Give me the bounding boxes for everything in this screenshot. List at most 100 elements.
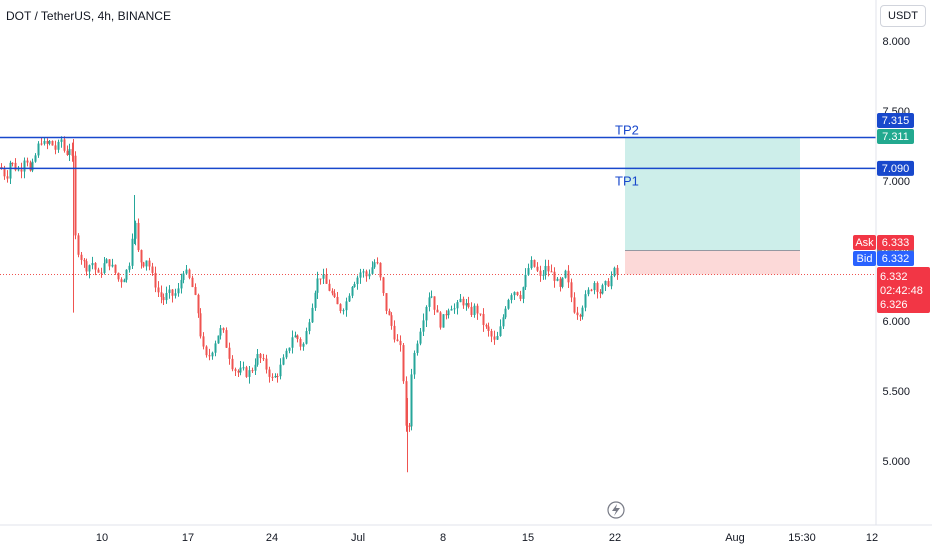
candle-body [476, 305, 479, 314]
stop-zone [625, 250, 800, 275]
price-label-bg [877, 251, 914, 266]
last-price-label: 6.332 02:42:48 6.326 [877, 267, 930, 313]
candle-body [237, 370, 240, 373]
candle-body [142, 262, 145, 267]
time-axis[interactable]: 10 17 24 Jul 8 15 22 Aug 15:30 12 [0, 524, 932, 544]
candle-body [20, 169, 23, 172]
candle-body [339, 304, 342, 311]
candle-body [188, 269, 191, 278]
last-price-bg [877, 267, 930, 313]
candle-body [48, 140, 51, 144]
candle-body [131, 238, 134, 266]
candle-body [254, 364, 257, 371]
level-lines: TP2 TP1 [0, 122, 876, 188]
candle-body [80, 254, 83, 260]
candle-body [14, 162, 17, 171]
candle-body [97, 269, 100, 273]
price-tag-bg [853, 251, 876, 266]
candle-body [502, 317, 505, 327]
candle-body [111, 264, 114, 267]
candle-body [371, 267, 374, 274]
candle-body [450, 309, 453, 311]
tp1-label: TP1 [615, 173, 639, 188]
y-tick-label: 8.000 [882, 36, 910, 48]
currency-button[interactable]: USDT [880, 5, 926, 27]
candle-body [319, 278, 322, 280]
candle-body [174, 293, 177, 296]
candle-body [276, 375, 279, 377]
candle-body [547, 265, 550, 272]
x-tick-label: 10 [96, 532, 108, 544]
candle-body [581, 307, 584, 317]
lightning-glyph [612, 504, 620, 516]
candle-body [422, 320, 425, 332]
candle-body [470, 306, 473, 315]
replay-icon[interactable] [607, 501, 625, 519]
candle-body [510, 295, 513, 300]
candle-body [462, 298, 465, 306]
candle-body [29, 162, 32, 171]
candle-body [128, 265, 131, 270]
y-tick-label: 5.500 [882, 386, 910, 398]
candle-body [314, 292, 317, 308]
candle-body [453, 308, 456, 310]
price-label-bg [877, 235, 914, 250]
candle-body [348, 295, 351, 302]
candle-body [125, 269, 128, 280]
candle-body [256, 353, 259, 365]
symbol-title[interactable]: DOT / TetherUS, 4h, BINANCE [6, 9, 171, 23]
candle-body [447, 310, 450, 316]
price-label-bg [877, 160, 914, 176]
candle-body [279, 364, 282, 377]
candle-body [322, 274, 325, 279]
candle-body [331, 290, 334, 294]
candle-body [445, 314, 448, 316]
candle-body [465, 303, 468, 306]
candle-body [607, 281, 610, 287]
price-label-text: 7.090 [882, 163, 910, 175]
candle-body [559, 278, 562, 287]
candle-body [385, 293, 388, 311]
candle-body [168, 289, 171, 293]
candle-body [527, 268, 530, 275]
last-price-low: 6.326 [880, 299, 908, 311]
candles [0, 136, 619, 473]
candle-body [516, 292, 519, 295]
x-tick-label: Jul [351, 532, 365, 544]
price-tag-text: Bid [857, 253, 873, 265]
candle-body [251, 370, 254, 372]
candle-body [519, 294, 522, 299]
candle-body [550, 271, 553, 273]
candle-body [504, 308, 507, 318]
candle-body [402, 345, 405, 382]
candle-body [556, 278, 559, 281]
candle-body [23, 160, 26, 172]
price-tag-text: Ask [855, 237, 874, 249]
candle-body [499, 326, 502, 336]
candle-body [68, 149, 71, 155]
candle-body [214, 343, 217, 353]
candle-body [148, 260, 151, 267]
candle-body [399, 340, 402, 346]
candle-body [362, 271, 365, 273]
candle-body [151, 266, 154, 273]
candle-body [208, 355, 211, 357]
candle-body [105, 259, 108, 264]
candle-body [379, 262, 382, 278]
price-tag-bg [853, 235, 876, 250]
candle-body [342, 310, 345, 312]
tp2-label: TP2 [615, 122, 639, 137]
candle-body [356, 277, 359, 285]
candle-body [31, 161, 34, 171]
candle-body [345, 301, 348, 311]
candle-body [165, 292, 168, 301]
candle-body [231, 358, 234, 370]
candle-body [433, 296, 436, 310]
candle-body [191, 277, 194, 288]
candle-body [544, 265, 547, 275]
candle-body [373, 262, 376, 268]
candle-body [54, 145, 57, 150]
candle-body [94, 263, 97, 270]
candle-body [60, 139, 63, 142]
